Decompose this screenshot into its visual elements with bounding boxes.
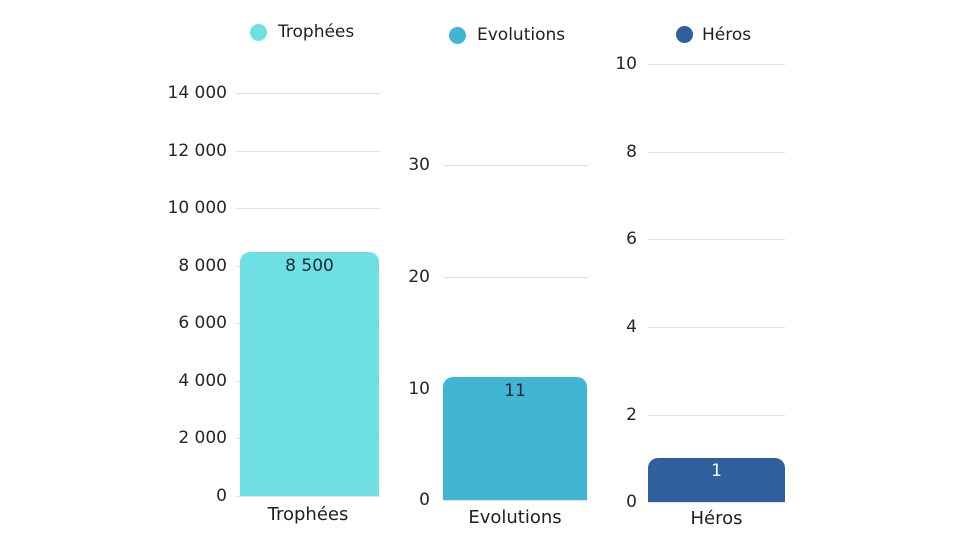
gridline [648, 327, 785, 328]
gridline [236, 151, 380, 152]
y-tick-label: 2 000 [178, 428, 227, 448]
y-tick-label: 2 [626, 405, 637, 425]
gridline [236, 93, 380, 94]
y-tick-label: 8 000 [178, 256, 227, 276]
bar-value-evolutions: 11 [504, 381, 526, 401]
y-tick-label: 0 [419, 490, 430, 510]
y-tick-label: 10 [615, 54, 637, 74]
y-tick-label: 10 000 [167, 198, 227, 218]
bar-value-trophees: 8 500 [285, 256, 334, 276]
gridline [236, 208, 380, 209]
x-axis-label-heros: Héros [690, 508, 743, 529]
gridline [443, 165, 587, 166]
bar-evolutions[interactable] [443, 377, 587, 500]
y-tick-label: 4 000 [178, 371, 227, 391]
gridline [648, 239, 785, 240]
y-tick-label: 10 [408, 379, 430, 399]
legend-dot-heros-icon [676, 26, 693, 43]
x-axis-label-evolutions: Evolutions [468, 507, 562, 528]
gridline [443, 277, 587, 278]
gridline [648, 64, 785, 65]
bar-trophees[interactable] [240, 252, 379, 496]
gridline [648, 415, 785, 416]
gridline [443, 500, 587, 501]
legend-dot-evolutions-icon [449, 27, 466, 44]
legend-label-trophees: Trophées [278, 22, 355, 42]
y-tick-label: 6 [626, 229, 637, 249]
y-tick-label: 6 000 [178, 313, 227, 333]
bar-value-heros: 1 [711, 461, 722, 481]
gridline [648, 502, 785, 503]
y-tick-label: 0 [216, 486, 227, 506]
y-tick-label: 12 000 [167, 141, 227, 161]
y-tick-label: 20 [408, 267, 430, 287]
y-tick-label: 14 000 [167, 83, 227, 103]
gridline [648, 152, 785, 153]
bar-heros[interactable] [648, 458, 785, 502]
y-tick-label: 0 [626, 492, 637, 512]
y-tick-label: 4 [626, 317, 637, 337]
gridline [236, 496, 380, 497]
legend-label-evolutions: Evolutions [477, 25, 566, 45]
y-tick-label: 8 [626, 142, 637, 162]
y-tick-label: 30 [408, 155, 430, 175]
x-axis-label-trophees: Trophées [267, 504, 349, 525]
legend-label-heros: Héros [702, 25, 752, 45]
legend-dot-trophees-icon [250, 24, 267, 41]
